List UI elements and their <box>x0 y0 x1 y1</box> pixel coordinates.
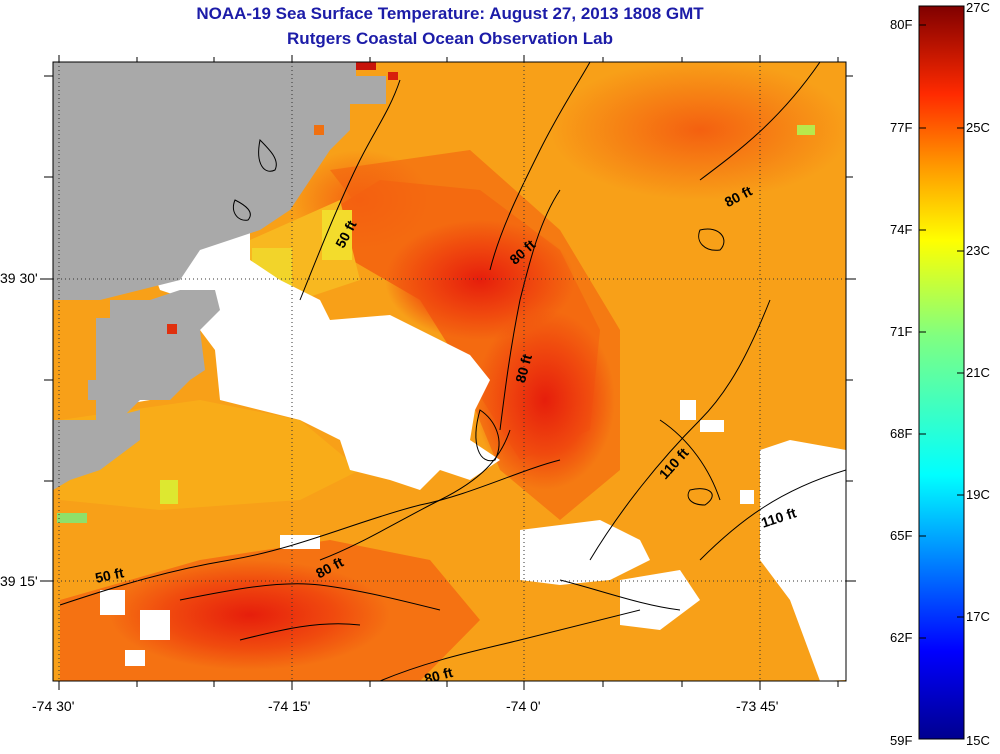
x-tick-label: -74 15' <box>268 698 311 714</box>
colorbar-f-label: 68F <box>890 426 913 441</box>
sst-hotspot-south <box>110 560 390 670</box>
colorbar-c-label: 21C <box>966 365 990 380</box>
bathymetry-contours <box>59 62 846 681</box>
colorbar-f-label: 77F <box>890 120 913 135</box>
colorbar-f-label: 59F <box>890 733 913 748</box>
colorbar-ticks <box>919 5 964 639</box>
cloud-mask-dot-1 <box>680 400 696 420</box>
contour-line-50ft-south <box>59 459 561 606</box>
cloud-mask-central <box>145 218 500 490</box>
cloud-mask-dot-6 <box>140 610 170 640</box>
colorbar-c-label: 15C <box>966 733 990 748</box>
sst-hotspot-center <box>475 310 615 490</box>
y-tick-label: 39 30' <box>0 270 38 286</box>
land-mass-south <box>53 410 140 490</box>
colorbar-f-label: 62F <box>890 630 913 645</box>
island-outline-1 <box>258 138 277 172</box>
cloud-mask-dot-3 <box>740 490 754 504</box>
map-subtitle: Rutgers Coastal Ocean Observation Lab <box>287 29 613 48</box>
land-mass-cape-may <box>53 290 220 420</box>
colorbar-f-label: 71F <box>890 324 913 339</box>
sst-warm-northeast <box>550 62 846 200</box>
contour-line-shoal-4 <box>659 419 721 501</box>
colorbar-f-label: 80F <box>890 17 913 32</box>
colorbar-f-label: 65F <box>890 528 913 543</box>
x-tick-label: -73 45' <box>736 698 779 714</box>
contour-line-50ft-north <box>299 79 401 301</box>
sst-green-patch-3 <box>797 125 815 135</box>
x-tick-label: -74 30' <box>32 698 75 714</box>
map-frame <box>52 61 847 682</box>
colorbar-gradient <box>918 5 965 740</box>
graticule-lines <box>53 62 846 681</box>
island-outline-3 <box>475 409 500 462</box>
colorbar-c-label: 23C <box>966 243 990 258</box>
map-title: NOAA-19 Sea Surface Temperature: August … <box>196 4 704 23</box>
colorbar-c-label: 27C <box>966 0 990 15</box>
x-tick-label: -74 0' <box>506 698 541 714</box>
cloud-mask-southeast-2 <box>620 570 700 630</box>
colorbar-c-label: 19C <box>966 487 990 502</box>
cloud-mask-dot-2 <box>700 420 724 432</box>
cloud-mask-dot-5 <box>100 590 125 615</box>
sst-red-patch-2 <box>388 72 398 80</box>
cloud-mask-southeast-1 <box>520 520 650 585</box>
contour-line-80ft-east <box>699 62 821 181</box>
coastal-gap <box>232 266 258 276</box>
sst-red-patch-3 <box>167 324 177 334</box>
colorbar-c-label: 25C <box>966 120 990 135</box>
sst-orange-patch <box>314 125 324 135</box>
contour-line-shoal-1 <box>179 583 441 611</box>
contour-line-80ft-mid <box>499 189 561 431</box>
sst-green-patch-1 <box>57 513 87 523</box>
cloud-mask-east <box>760 440 846 681</box>
island-outline-5 <box>687 488 713 506</box>
sst-hotspot-north <box>385 220 575 340</box>
land-mass-new-jersey <box>53 62 386 300</box>
island-outline-4 <box>698 228 725 251</box>
island-outline-2 <box>233 199 251 221</box>
contour-line-shoal-3 <box>559 579 681 611</box>
contour-line-110ft-east <box>699 469 846 561</box>
contour-line-80ft-north <box>489 62 591 271</box>
contour-line-110ft-west <box>589 299 771 561</box>
contour-line-shoal-2 <box>239 623 361 641</box>
colorbar-c-label: 17C <box>966 609 990 624</box>
contour-line-80ft-bottom <box>379 609 641 681</box>
map-plot-area: 50 ft 80 ft 80 ft 80 ft 80 ft 110 ft 110… <box>53 62 846 681</box>
sst-lightyellow-patch <box>160 480 178 504</box>
axis-ticks <box>40 55 856 690</box>
y-tick-label: 39 15' <box>0 573 38 589</box>
sst-red-patch-1 <box>356 62 376 70</box>
cloud-mask-dot-7 <box>125 650 145 666</box>
colorbar-f-label: 74F <box>890 222 913 237</box>
contour-label: 80 ft <box>512 352 535 384</box>
